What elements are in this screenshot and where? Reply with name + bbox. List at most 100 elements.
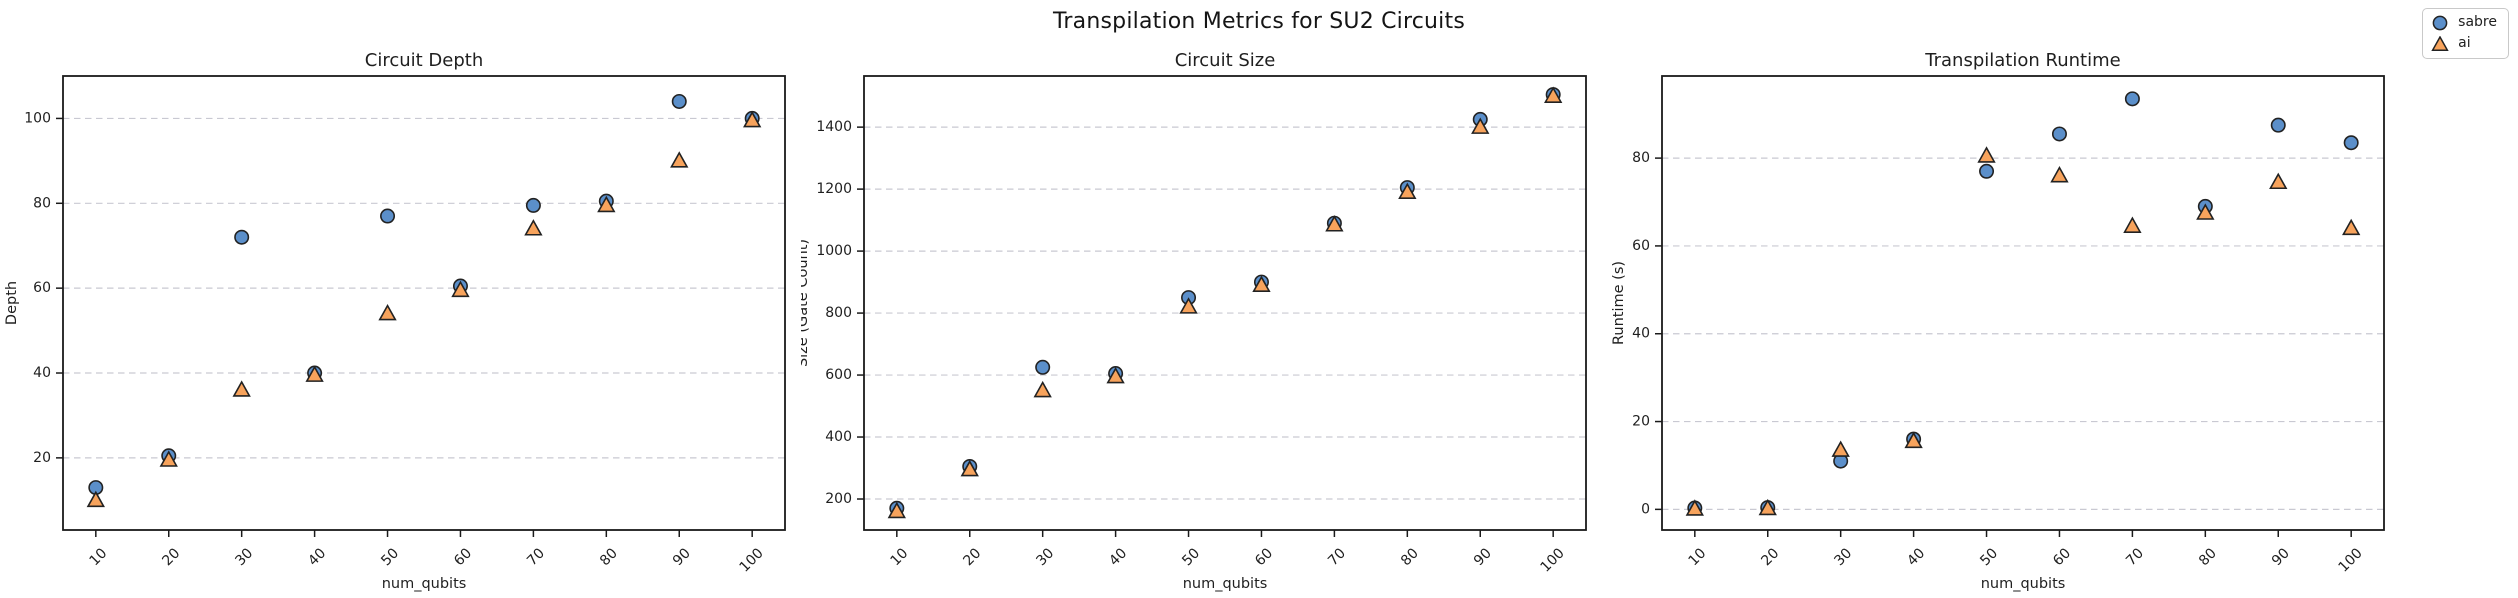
- chart-title: Transpilation Runtime: [1924, 50, 2120, 71]
- x-tick-label: 80: [1398, 545, 1422, 569]
- sabre-point: [1979, 163, 1995, 179]
- x-tick-label: 70: [524, 545, 548, 569]
- x-tick-label: 90: [670, 545, 694, 569]
- x-tick-label: 50: [1977, 545, 2001, 569]
- sabre-point: [2270, 117, 2286, 133]
- triangle-icon: [2431, 35, 2449, 51]
- circuit-size-chart: 200 400 600 800 1000 1200 1400 10 20 30 40 50 60 70 80…: [801, 50, 1587, 592]
- x-tick-label: 30: [1033, 545, 1057, 569]
- ai-point: [2050, 166, 2069, 183]
- y-tick-label: 200: [825, 491, 852, 507]
- y-tick-label: 1200: [816, 181, 852, 197]
- ai-point: [1325, 215, 1344, 232]
- y-tick-label: 20: [1632, 414, 1650, 430]
- ai-point: [1685, 499, 1704, 516]
- ai-point: [670, 151, 689, 168]
- ai-point: [743, 110, 762, 128]
- sabre-point: [380, 208, 396, 224]
- legend-item-sabre: sabre: [2430, 13, 2497, 32]
- ai-point: [2342, 218, 2361, 236]
- chart-title: Circuit Size: [1175, 50, 1276, 71]
- ai-point: [1904, 431, 1923, 449]
- ai-point: [451, 280, 470, 298]
- y-tick-label: 100: [24, 110, 51, 126]
- y-tick-label: 400: [825, 429, 852, 445]
- x-tick-label: 70: [2123, 545, 2147, 569]
- x-axis-label: num_qubits: [1183, 576, 1268, 592]
- ai-point: [1758, 498, 1777, 516]
- y-axis-label: Depth: [4, 281, 20, 325]
- x-tick-label: 80: [2196, 545, 2220, 569]
- ai-point: [2269, 172, 2288, 190]
- x-tick-label: 40: [1904, 545, 1928, 569]
- axes-frame: [863, 75, 1587, 531]
- x-tick-label: 50: [378, 545, 402, 569]
- subplot-circuit-depth: 20 40 60 80 100 10 20 30 40 50 60 70 80 90 100 Circuit …: [0, 0, 800, 598]
- x-tick-label: 100: [1538, 545, 1568, 575]
- subplot-transpilation-runtime: 0 20 40 60 80 10 20 30 40 50 60 70 80 90 100 Transpilat…: [1599, 0, 2399, 598]
- x-tick-label: 90: [2269, 545, 2293, 569]
- legend-label-ai: ai: [2458, 35, 2471, 51]
- ai-point: [887, 501, 906, 519]
- y-tick-label: 0: [1641, 501, 1650, 517]
- ai-point: [232, 380, 251, 397]
- sabre-point: [2051, 126, 2067, 142]
- x-tick-label: 60: [1252, 545, 1276, 569]
- axes-frame: [1661, 75, 2385, 531]
- x-tick-label: 60: [451, 545, 475, 569]
- y-tick-label: 1400: [816, 119, 852, 135]
- ai-point: [378, 303, 397, 321]
- x-tick-label: 10: [888, 545, 912, 569]
- ai-point: [1398, 182, 1417, 200]
- x-tick-label: 50: [1179, 545, 1203, 569]
- ai-point: [597, 195, 616, 213]
- ai-point: [1471, 117, 1490, 134]
- x-tick-label: 10: [87, 545, 111, 569]
- ai-point: [2196, 203, 2215, 220]
- x-tick-label: 90: [1471, 545, 1495, 569]
- circle-icon: [2432, 15, 2448, 30]
- circuit-depth-chart: 20 40 60 80 100 10 20 30 40 50 60 70 80 90 100 Circuit …: [4, 50, 786, 592]
- x-tick-label: 100: [737, 545, 767, 575]
- legend-label-sabre: sabre: [2458, 14, 2497, 30]
- legend-item-ai: ai: [2430, 34, 2497, 53]
- ai-point: [305, 365, 324, 382]
- subplot-circuit-size: 200 400 600 800 1000 1200 1400 10 20 30 40 50 60 70 80…: [801, 0, 1601, 598]
- y-tick-label: 80: [33, 195, 51, 211]
- ai-point: [960, 459, 979, 477]
- legend: sabre ai: [2422, 8, 2509, 59]
- ai-point: [1831, 440, 1850, 457]
- sabre-point: [671, 93, 687, 109]
- ai-point: [1252, 275, 1271, 292]
- ai-point: [1033, 380, 1052, 398]
- y-axis-label: Size (Gate Count): [801, 239, 811, 367]
- ai-point: [1106, 366, 1125, 384]
- ai-point: [159, 450, 178, 467]
- y-tick-label: 60: [1632, 238, 1650, 254]
- x-tick-label: 30: [1831, 545, 1855, 569]
- sabre-point: [234, 229, 250, 245]
- sabre-point: [1035, 359, 1051, 375]
- x-tick-label: 40: [1106, 545, 1130, 569]
- ai-point: [524, 219, 543, 236]
- x-tick-label: 20: [960, 545, 984, 569]
- y-tick-label: 40: [33, 365, 51, 381]
- sabre-point: [2343, 135, 2359, 151]
- ai-point: [1544, 86, 1563, 103]
- x-tick-label: 20: [159, 545, 183, 569]
- axes-frame: [62, 75, 786, 531]
- chart-title: Circuit Depth: [365, 50, 484, 71]
- x-axis-label: num_qubits: [1981, 576, 2066, 592]
- x-tick-label: 60: [2050, 545, 2074, 569]
- y-tick-label: 1000: [816, 243, 852, 259]
- y-tick-label: 40: [1632, 326, 1650, 342]
- y-tick-label: 20: [33, 450, 51, 466]
- x-tick-label: 40: [305, 545, 329, 569]
- y-tick-label: 60: [33, 280, 51, 296]
- y-axis-label: Runtime (s): [1611, 261, 1627, 345]
- ai-point: [86, 490, 105, 508]
- x-tick-label: 80: [597, 545, 621, 569]
- sabre-point: [525, 197, 541, 213]
- ai-point: [1179, 297, 1198, 314]
- sabre-point: [2124, 91, 2140, 107]
